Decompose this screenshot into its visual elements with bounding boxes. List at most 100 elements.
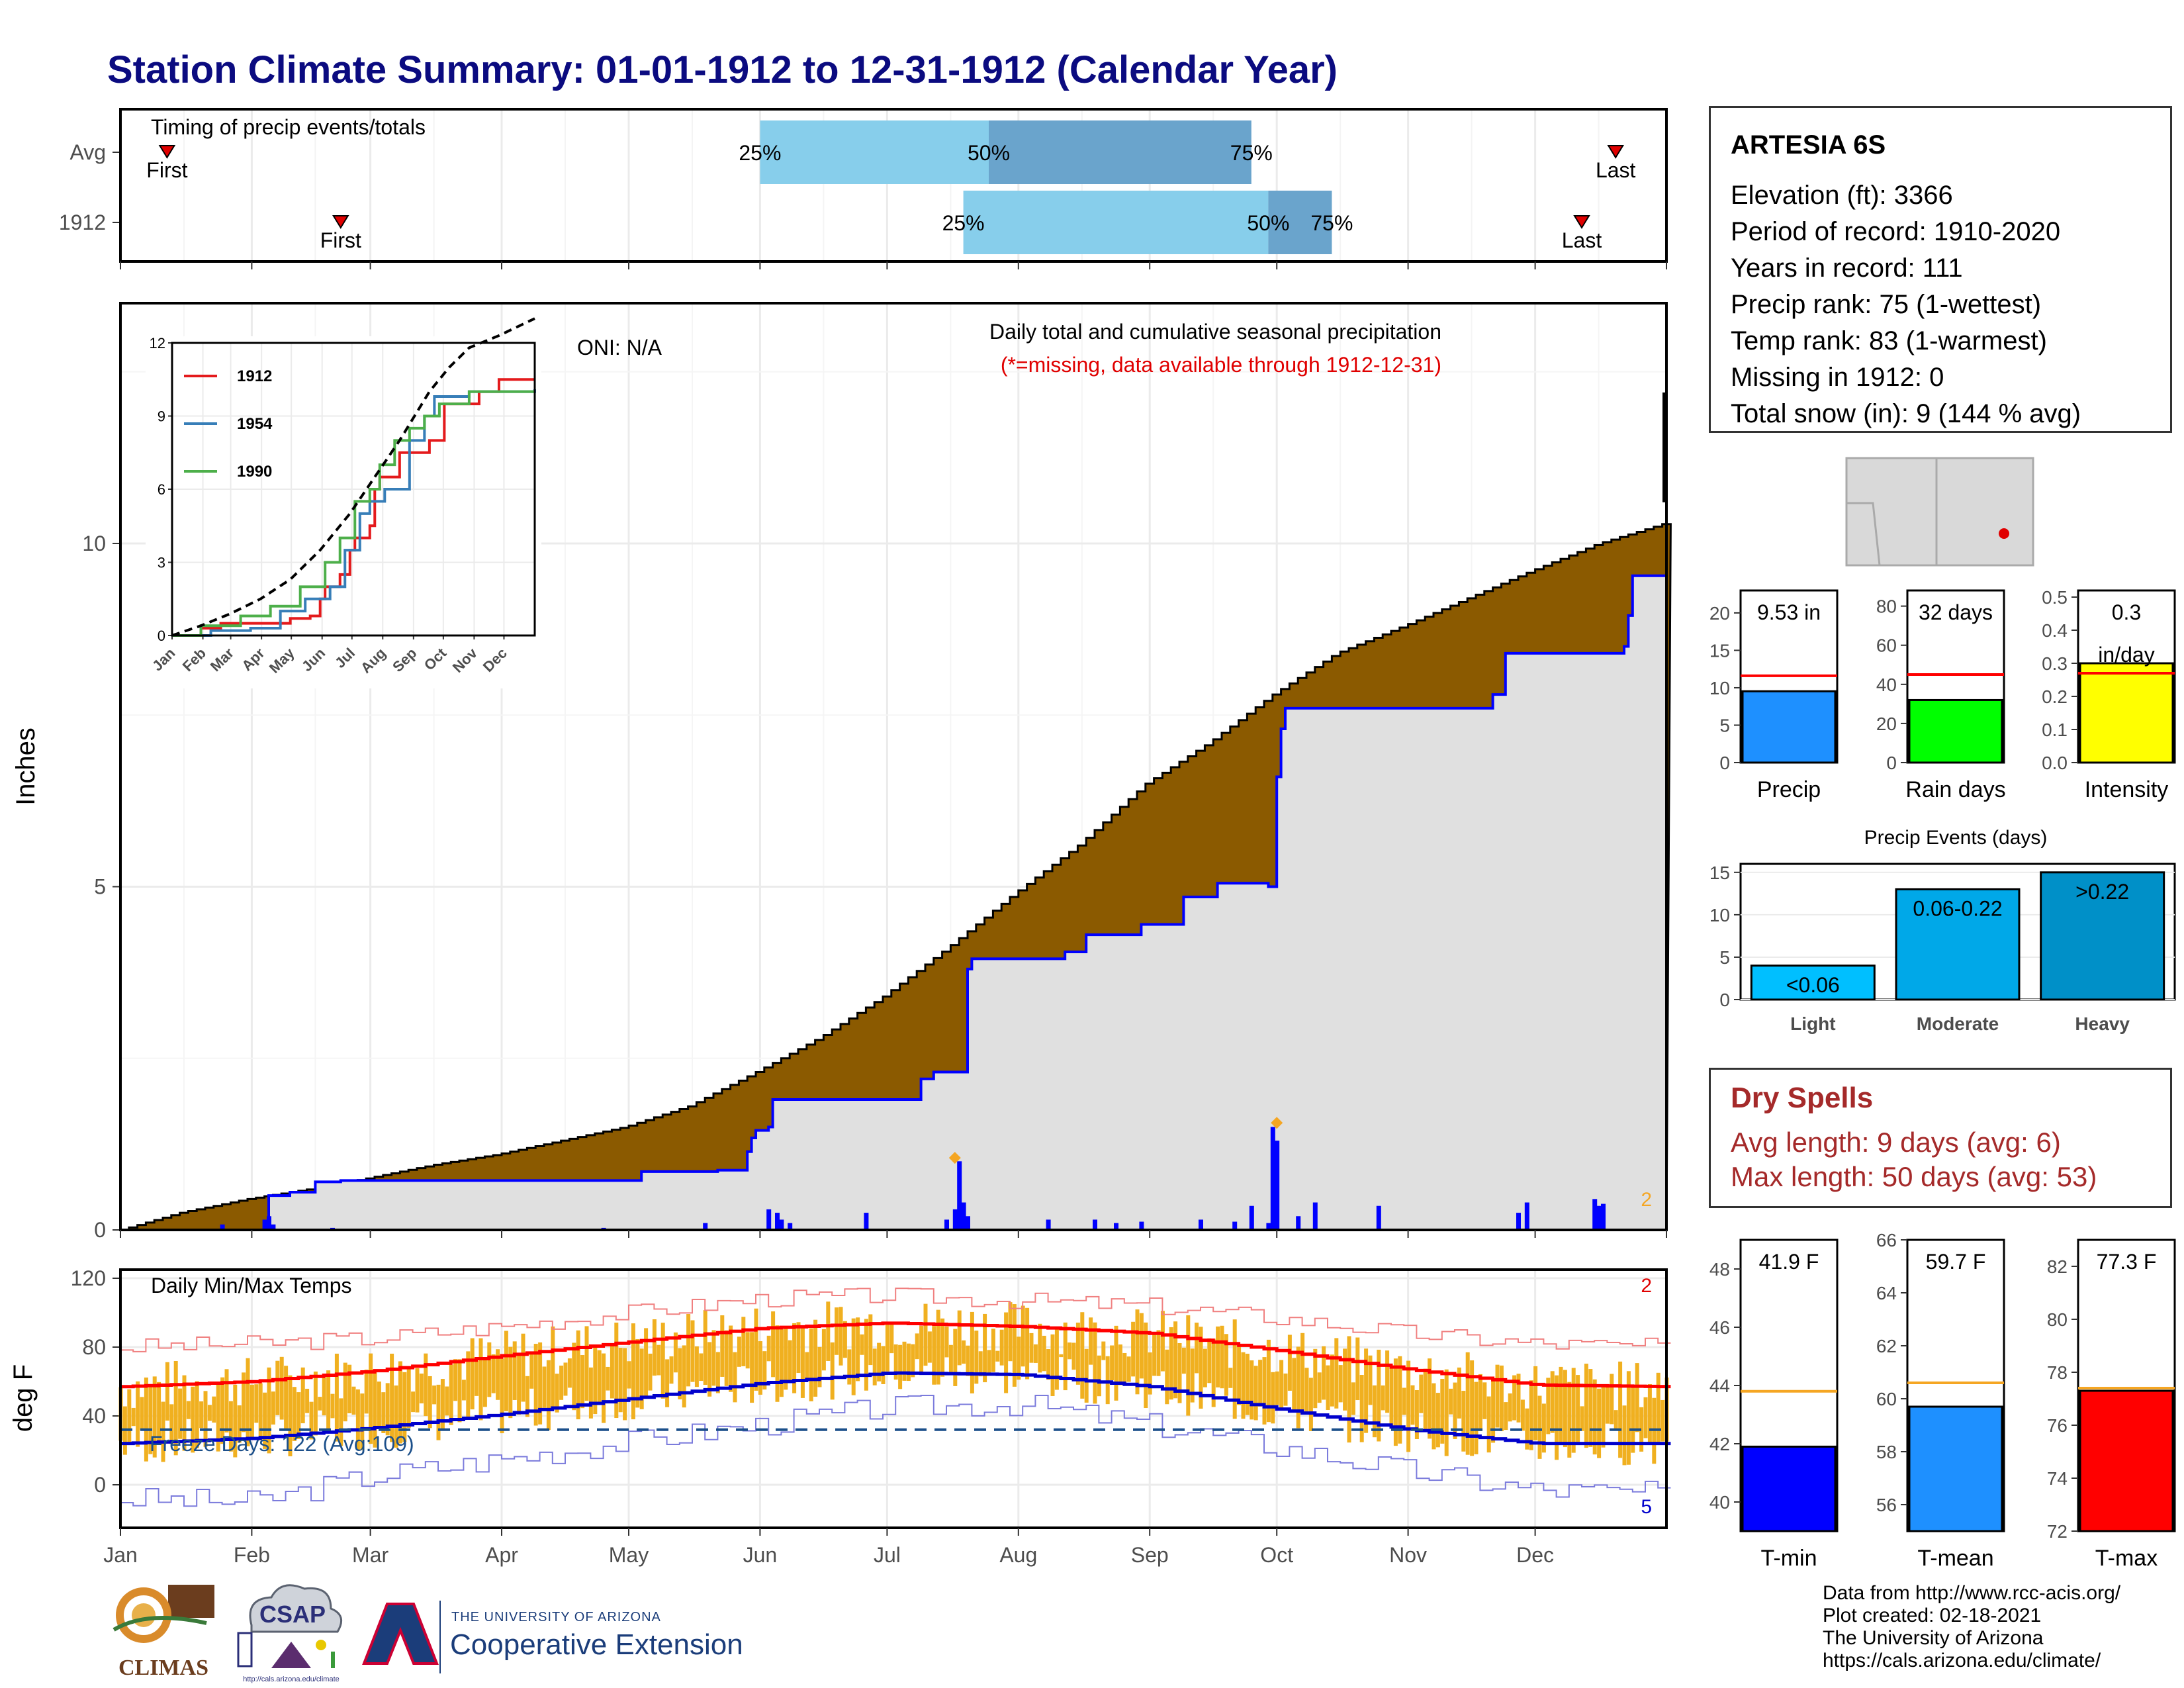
daily-temp-bar bbox=[678, 1348, 682, 1399]
station-snow: Total snow (in): 9 (144 % avg) bbox=[1731, 399, 2081, 428]
station-missing: Missing in 1912: 0 bbox=[1731, 363, 1944, 392]
daily-temp-bar bbox=[178, 1388, 183, 1439]
precip-events-bar bbox=[1750, 964, 1876, 1001]
daily-temp-bar bbox=[1021, 1305, 1025, 1367]
daily-temp-bar bbox=[851, 1318, 856, 1395]
timing-row-label: 1912 bbox=[59, 211, 106, 234]
daily-temp-bar bbox=[1393, 1358, 1398, 1446]
daily-temp-bar bbox=[1398, 1356, 1402, 1444]
daily-temp-bar bbox=[1253, 1366, 1258, 1421]
daily-temp-bar bbox=[1618, 1361, 1623, 1458]
daily-precip-bar bbox=[1296, 1216, 1301, 1230]
daily-temp-bar bbox=[724, 1330, 729, 1386]
daily-temp-bar bbox=[1571, 1368, 1576, 1453]
extreme-precip-marker bbox=[1271, 1117, 1283, 1129]
daily-temp-bar bbox=[1017, 1336, 1021, 1380]
daily-temp-bar bbox=[1148, 1352, 1152, 1395]
daily-temp-bar bbox=[923, 1303, 928, 1366]
daily-temp-bar bbox=[1402, 1387, 1406, 1415]
precip-summary-ytick-label: 0 bbox=[1719, 753, 1730, 773]
temps-xtick-label: Apr bbox=[485, 1543, 518, 1567]
daily-temp-bar bbox=[1610, 1374, 1614, 1425]
daily-temp-bar bbox=[703, 1310, 707, 1385]
daily-temp-bar bbox=[610, 1346, 614, 1399]
tmin-summary-ytick-label: 42 bbox=[1709, 1434, 1730, 1454]
tmin-summary-ytick-label: 48 bbox=[1709, 1259, 1730, 1280]
daily-temp-bar bbox=[987, 1350, 991, 1375]
daily-temp-bar bbox=[355, 1389, 360, 1450]
daily-temp-bar bbox=[1508, 1393, 1512, 1422]
daily-temp-bar bbox=[1584, 1364, 1588, 1448]
daily-temp-bar bbox=[1338, 1365, 1343, 1403]
daily-temp-bar bbox=[242, 1372, 246, 1432]
daily-temp-bar bbox=[1635, 1363, 1639, 1432]
daily-temp-bar bbox=[449, 1364, 453, 1425]
precip-events-bar bbox=[2040, 871, 2165, 1001]
daily-temp-bar bbox=[597, 1350, 602, 1402]
raindays-summary-category-label: Rain days bbox=[1905, 777, 2005, 802]
daily-temp-bar bbox=[1559, 1366, 1563, 1444]
temps-ytick-label: 120 bbox=[71, 1266, 106, 1290]
daily-temp-bar bbox=[1224, 1334, 1228, 1396]
daily-temp-bar bbox=[1449, 1388, 1453, 1415]
daily-temp-bar bbox=[1588, 1369, 1593, 1447]
daily-temp-bar bbox=[1601, 1386, 1606, 1448]
daily-temp-bar bbox=[1266, 1339, 1271, 1423]
daily-temp-bar bbox=[835, 1307, 839, 1355]
daily-temp-bar bbox=[800, 1327, 805, 1398]
daily-temp-bar bbox=[224, 1369, 229, 1432]
daily-temp-bar bbox=[246, 1358, 250, 1446]
daily-temp-bar bbox=[707, 1342, 712, 1397]
daily-temp-bar bbox=[1181, 1347, 1186, 1374]
daily-temp-bar bbox=[136, 1381, 140, 1447]
temps-ylabel: deg F bbox=[9, 1364, 38, 1432]
daily-temp-bar bbox=[936, 1309, 940, 1385]
daily-temp-bar bbox=[657, 1344, 661, 1376]
daily-temp-bar bbox=[203, 1391, 208, 1447]
daily-temp-bar bbox=[927, 1331, 932, 1363]
daily-temp-bar bbox=[660, 1323, 665, 1399]
daily-precip-bar bbox=[944, 1219, 949, 1230]
daily-temp-bar bbox=[1211, 1338, 1216, 1407]
daily-temp-bar bbox=[627, 1361, 631, 1389]
daily-temp-bar bbox=[212, 1396, 216, 1423]
extreme-precip-marker bbox=[948, 1152, 961, 1164]
daily-precip-bar bbox=[703, 1223, 708, 1230]
precip-title: Daily total and cumulative seasonal prec… bbox=[989, 320, 1441, 344]
daily-precip-bar bbox=[1266, 1223, 1271, 1230]
daily-temp-bar bbox=[788, 1340, 792, 1380]
tmax-summary-ytick-label: 74 bbox=[2047, 1468, 2068, 1489]
daily-temp-bar bbox=[1592, 1379, 1597, 1455]
precip-summary-ytick-label: 20 bbox=[1709, 603, 1730, 624]
daily-temp-bar bbox=[1419, 1374, 1424, 1413]
daily-temp-bar bbox=[296, 1392, 301, 1439]
daily-temp-bar bbox=[1203, 1348, 1207, 1387]
daily-temp-bar bbox=[648, 1353, 653, 1391]
timing-title: Timing of precip events/totals bbox=[151, 115, 426, 139]
inset-series-line bbox=[171, 317, 535, 637]
tmax-summary-value-label: 77.3 F bbox=[2097, 1250, 2157, 1274]
daily-temp-bar bbox=[686, 1314, 691, 1387]
daily-precip-bar bbox=[267, 1216, 271, 1230]
svg-text:http://cals.arizona.edu/climat: http://cals.arizona.edu/climate bbox=[243, 1675, 340, 1683]
daily-temp-bar bbox=[1220, 1325, 1224, 1389]
intensity-summary-ytick-label: 0.0 bbox=[2042, 753, 2068, 773]
daily-temp-bar bbox=[228, 1401, 233, 1452]
daily-temp-bar bbox=[889, 1321, 894, 1354]
temps-xtick-label: Mar bbox=[352, 1543, 388, 1567]
tmin-summary-ytick-label: 46 bbox=[1709, 1317, 1730, 1338]
inset-legend-label: 1954 bbox=[237, 415, 273, 433]
daily-precip-bar bbox=[271, 1224, 276, 1230]
temps-panel-border bbox=[119, 1268, 1668, 1529]
daily-temp-bar bbox=[1287, 1335, 1292, 1391]
daily-temp-bar bbox=[1516, 1374, 1521, 1423]
daily-temp-bar bbox=[1126, 1356, 1131, 1382]
credit-data-source: Data from http://www.rcc-acis.org/ bbox=[1823, 1582, 2121, 1604]
daily-temp-bar bbox=[737, 1336, 741, 1367]
daily-precip-bar bbox=[1093, 1219, 1097, 1230]
daily-precip-bar bbox=[1270, 1127, 1275, 1230]
intensity-summary-category-label: Intensity bbox=[2085, 777, 2169, 802]
timing-marker-label: First bbox=[320, 228, 361, 252]
svg-text:CSAP: CSAP bbox=[259, 1601, 326, 1628]
daily-temp-bar bbox=[487, 1342, 492, 1397]
